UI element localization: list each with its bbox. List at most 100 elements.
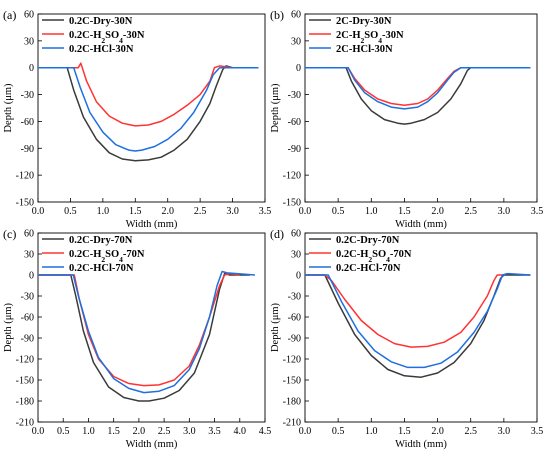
legend-label: 2C-Dry-30N [336, 16, 392, 27]
y-tick-label: 60 [24, 10, 34, 21]
y-tick-label: -90 [288, 334, 301, 345]
plot-frame [37, 13, 266, 203]
x-tick-label: 3.5 [531, 206, 544, 217]
x-tick-label: 2.0 [161, 206, 174, 217]
series-line-1 [38, 272, 250, 402]
y-tick-label: -90 [288, 144, 301, 155]
y-tick-label: 60 [291, 229, 301, 240]
x-axis-title: Width (mm) [395, 219, 447, 230]
legend-label: 0.2C-Dry-30N [69, 16, 133, 27]
x-tick-label: 0.0 [32, 426, 45, 437]
y-tick-label: -210 [16, 418, 34, 429]
x-axis-title: Width (mm) [126, 219, 178, 230]
x-tick-label: 4.0 [234, 426, 247, 437]
x-tick-label: 1.5 [107, 426, 120, 437]
panel-label: (b) [270, 8, 284, 22]
y-tick-label: 30 [24, 250, 34, 261]
y-tick-label: -60 [288, 313, 301, 324]
y-tick-label: 30 [24, 36, 34, 47]
chart-panel-1: 0.0 0.5 1.0 1.5 2.0 2.5 3.0 3.5 -150 -120 -90 -60 -3… [3, 8, 271, 230]
x-tick-label: 2.0 [431, 206, 444, 217]
x-tick-label: 4.5 [259, 426, 272, 437]
x-tick-label: 3.0 [498, 206, 511, 217]
x-tick-label: 0.5 [332, 206, 345, 217]
y-tick-label: 0 [29, 63, 34, 74]
series-line-3 [305, 272, 531, 369]
plot-frame [304, 13, 538, 203]
y-tick-label: 60 [24, 229, 34, 240]
y-tick-label: -90 [21, 334, 34, 345]
series-line-2 [305, 66, 531, 107]
y-tick-label: 0 [296, 271, 301, 282]
x-tick-label: 0.5 [64, 206, 77, 217]
y-tick-label: -30 [21, 292, 34, 303]
plot-frame [304, 232, 538, 423]
legend-label: 0.2C-H2SO4-30N [69, 30, 145, 45]
panel-label: (c) [3, 227, 16, 241]
chart-panel-3: 0.0 0.5 1.0 1.5 2.0 2.5 3.0 3.5 4.0 4.5 -210 -180 -1… [3, 227, 271, 450]
series-line-2 [38, 272, 240, 387]
y-tick-label: 0 [29, 271, 34, 282]
x-tick-label: 1.5 [129, 206, 142, 217]
legend-label: 0.2C-HCl-70N [336, 263, 401, 274]
y-tick-label: -60 [288, 117, 301, 128]
x-tick-label: 2.5 [158, 426, 171, 437]
x-tick-label: 1.0 [365, 206, 378, 217]
legend-label: 2C-HCl-30N [336, 44, 393, 55]
y-tick-label: -90 [21, 144, 34, 155]
y-tick-label: -30 [288, 292, 301, 303]
plot-frame [37, 232, 266, 423]
y-tick-label: 30 [291, 250, 301, 261]
legend-label: 0.2C-HCl-30N [69, 44, 134, 55]
y-tick-label: -180 [283, 397, 301, 408]
legend-label: 0.2C-H2SO4-70N [69, 249, 145, 264]
y-tick-label: -30 [21, 90, 34, 101]
x-tick-label: 0.5 [57, 426, 70, 437]
y-tick-label: -210 [283, 418, 301, 429]
y-axis-title: Depth (μm) [3, 302, 14, 352]
x-tick-label: 1.5 [398, 426, 411, 437]
y-tick-label: 60 [291, 10, 301, 21]
x-tick-label: 3.5 [531, 426, 544, 437]
y-tick-label: -120 [283, 355, 301, 366]
x-tick-label: 1.5 [398, 206, 411, 217]
y-tick-label: -150 [283, 198, 301, 209]
x-tick-label: 1.0 [365, 426, 378, 437]
y-axis-title: Depth (μm) [270, 83, 281, 133]
x-tick-label: 3.5 [208, 426, 221, 437]
legend-label: 0.2C-H2SO4-70N [336, 249, 412, 264]
y-axis-title: Depth (μm) [270, 302, 281, 352]
x-tick-label: 2.5 [194, 206, 207, 217]
y-tick-label: -120 [16, 171, 34, 182]
y-tick-label: -180 [16, 397, 34, 408]
x-tick-label: 0.5 [332, 426, 345, 437]
chart-panel-4: 0.0 0.5 1.0 1.5 2.0 2.5 3.0 3.5 -210 -180 -150 -120… [270, 227, 543, 450]
series-line-1 [38, 65, 259, 162]
y-tick-label: -120 [283, 171, 301, 182]
legend-label: 0.2C-Dry-70N [69, 235, 133, 246]
x-tick-label: 2.5 [464, 426, 477, 437]
y-tick-label: -60 [21, 313, 34, 324]
x-tick-label: 3.0 [498, 426, 511, 437]
series-line-2 [38, 62, 259, 127]
x-tick-label: 2.0 [133, 426, 146, 437]
x-tick-label: 2.5 [464, 206, 477, 217]
series-line-3 [305, 66, 531, 110]
y-tick-label: -150 [16, 376, 34, 387]
series-line-3 [38, 270, 255, 394]
y-tick-label: -30 [288, 90, 301, 101]
x-tick-label: 3.0 [226, 206, 239, 217]
y-tick-label: 0 [296, 63, 301, 74]
panel-label: (d) [270, 227, 284, 241]
series-line-2 [305, 274, 504, 348]
x-tick-label: 0.0 [299, 206, 312, 217]
legend-label: 0.2C-HCl-70N [69, 263, 134, 274]
panel-label: (a) [3, 8, 16, 22]
x-tick-label: 1.0 [82, 426, 95, 437]
legend-label: 2C-H2SO4-30N [336, 30, 404, 45]
x-tick-label: 3.5 [259, 206, 272, 217]
y-tick-label: -60 [21, 117, 34, 128]
y-axis-title: Depth (μm) [3, 83, 14, 133]
x-tick-label: 1.0 [97, 206, 110, 217]
